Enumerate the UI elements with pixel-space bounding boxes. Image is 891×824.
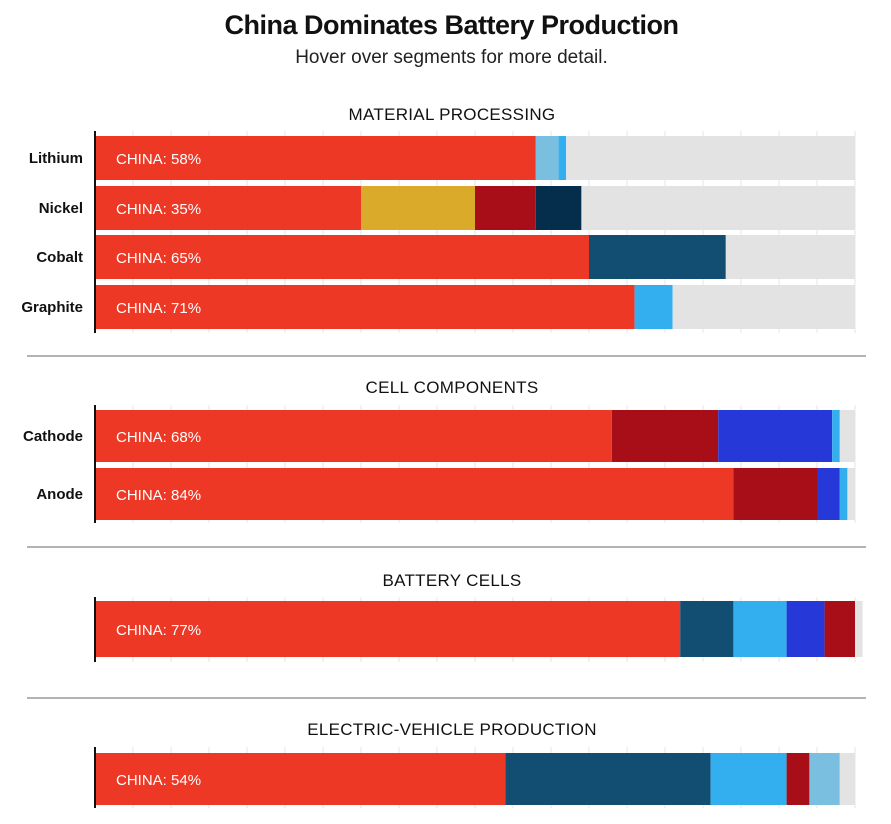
china-share-label-battery-cells: CHINA: 77% xyxy=(116,622,201,639)
china-share-label-electric-vehicle-production: CHINA: 54% xyxy=(116,772,201,789)
chart-subtitle: Hover over segments for more detail. xyxy=(295,47,608,68)
bar-segment-nickel-2[interactable] xyxy=(475,186,536,230)
bar-segment-graphite-2[interactable] xyxy=(672,285,855,329)
china-share-label-lithium: CHINA: 58% xyxy=(116,151,201,168)
chart-title: China Dominates Battery Production xyxy=(224,10,679,40)
china-share-label-anode: CHINA: 84% xyxy=(116,487,201,504)
china-share-label-graphite: CHINA: 71% xyxy=(116,300,201,317)
bar-segment-graphite-0[interactable] xyxy=(95,285,635,329)
bar-segment-lithium-1[interactable] xyxy=(535,136,559,180)
row-label-anode: Anode xyxy=(36,486,83,503)
bar-segment-lithium-0[interactable] xyxy=(95,136,536,180)
bar-segment-battery-cells-2[interactable] xyxy=(733,601,787,657)
bar-segment-battery-cells-1[interactable] xyxy=(680,601,734,657)
china-share-label-nickel: CHINA: 35% xyxy=(116,201,201,218)
row-label-cathode: Cathode xyxy=(23,428,83,445)
bar-segment-electric-vehicle-production-0[interactable] xyxy=(95,753,506,805)
bar-segment-battery-cells-5[interactable] xyxy=(855,601,863,657)
row-label-graphite: Graphite xyxy=(21,299,83,316)
bar-segment-electric-vehicle-production-4[interactable] xyxy=(809,753,840,805)
bar-segment-cathode-2[interactable] xyxy=(718,410,833,462)
bar-segment-lithium-3[interactable] xyxy=(566,136,855,180)
bar-segment-cobalt-0[interactable] xyxy=(95,235,589,279)
bar-segment-cathode-1[interactable] xyxy=(611,410,719,462)
bar-segment-battery-cells-3[interactable] xyxy=(786,601,825,657)
china-share-label-cobalt: CHINA: 65% xyxy=(116,250,201,267)
bar-segment-anode-2[interactable] xyxy=(817,468,840,520)
bar-segment-cobalt-2[interactable] xyxy=(725,235,855,279)
bar-segment-cathode-4[interactable] xyxy=(839,410,855,462)
bar-segment-electric-vehicle-production-5[interactable] xyxy=(839,753,855,805)
bar-segment-battery-cells-0[interactable] xyxy=(95,601,681,657)
bar-segment-cathode-0[interactable] xyxy=(95,410,612,462)
section-title-battery-cells: BATTERY CELLS xyxy=(382,571,521,590)
section-title-material-processing: MATERIAL PROCESSING xyxy=(349,105,556,124)
bar-segment-anode-1[interactable] xyxy=(733,468,817,520)
bar-segment-nickel-0[interactable] xyxy=(95,186,361,230)
bar-segment-electric-vehicle-production-3[interactable] xyxy=(786,753,810,805)
row-label-cobalt: Cobalt xyxy=(36,249,83,266)
bar-segment-electric-vehicle-production-1[interactable] xyxy=(505,753,711,805)
bar-segment-lithium-2[interactable] xyxy=(558,136,567,180)
bar-segment-anode-4[interactable] xyxy=(847,468,855,520)
bar-segment-nickel-3[interactable] xyxy=(535,186,582,230)
row-label-lithium: Lithium xyxy=(29,150,83,167)
bar-segment-electric-vehicle-production-2[interactable] xyxy=(710,753,787,805)
bar-segment-graphite-1[interactable] xyxy=(634,285,673,329)
bar-segment-battery-cells-4[interactable] xyxy=(824,601,855,657)
section-title-electric-vehicle-production: ELECTRIC-VEHICLE PRODUCTION xyxy=(307,720,597,739)
section-title-cell-components: CELL COMPONENTS xyxy=(366,378,539,397)
bar-segment-nickel-1[interactable] xyxy=(361,186,475,230)
bar-segment-nickel-4[interactable] xyxy=(581,186,855,230)
bar-segment-cobalt-1[interactable] xyxy=(589,235,726,279)
bar-segment-anode-3[interactable] xyxy=(839,468,848,520)
bar-segment-cathode-3[interactable] xyxy=(832,410,840,462)
row-label-nickel: Nickel xyxy=(39,200,83,217)
china-share-label-cathode: CHINA: 68% xyxy=(116,429,201,446)
bar-segment-anode-0[interactable] xyxy=(95,468,734,520)
